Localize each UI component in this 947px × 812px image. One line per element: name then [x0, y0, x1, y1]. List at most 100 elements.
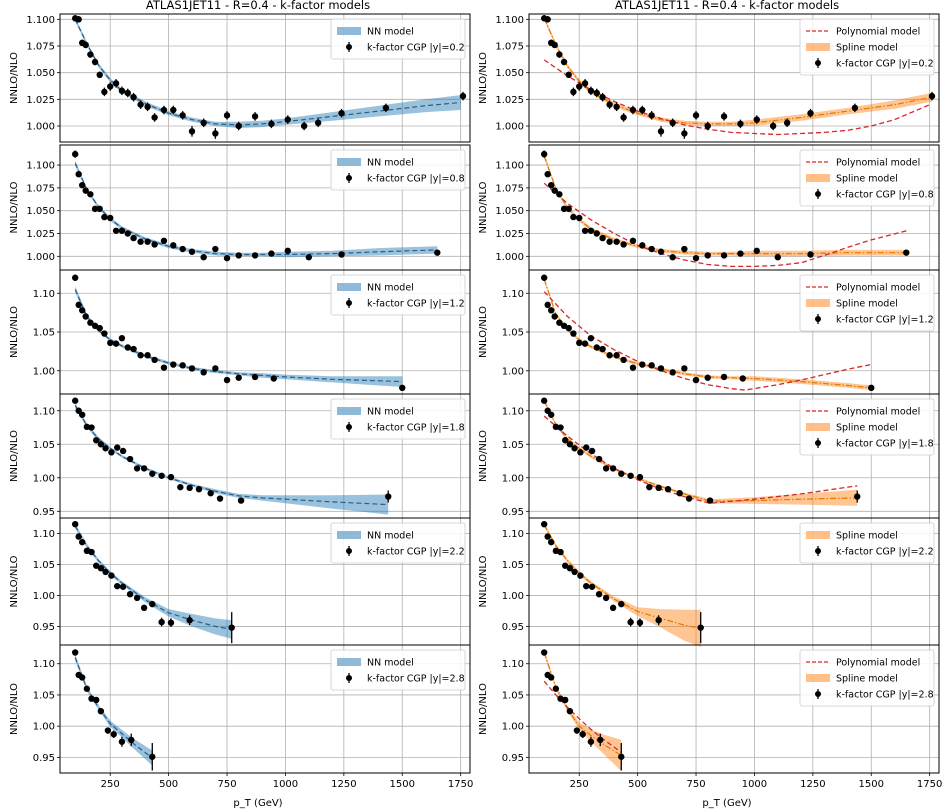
y-tick-label: 1.05: [502, 560, 524, 571]
data-point: [179, 245, 186, 253]
legend-label: Spline model: [836, 423, 898, 434]
data-point: [114, 582, 121, 590]
data-point: [737, 120, 744, 128]
data-point: [107, 339, 114, 347]
panel-4-nn: 0.95 1.00 1.05 1.10 NNLO/NLO NN model k-factor…: [9, 517, 471, 646]
data-point: [118, 335, 126, 342]
data-point: [101, 213, 108, 221]
y-axis-label: NNLO/NLO: [478, 52, 489, 104]
x-tick-label: 1000: [273, 779, 298, 790]
legend-point-swatch: [346, 300, 352, 306]
y-axis-label: NNLO/NLO: [9, 306, 20, 358]
y-tick-label: 1.00: [33, 473, 55, 484]
polynomial-model-line: [543, 59, 930, 136]
nn-uncertainty-band: [75, 654, 153, 766]
data-point: [609, 604, 617, 612]
y-axis-label: NNLO/NLO: [9, 683, 20, 735]
data-point: [200, 119, 207, 127]
legend: Polynomial model Spline model k-factor CGP…: [799, 18, 935, 76]
data-point: [119, 583, 127, 590]
data-point: [110, 731, 117, 738]
data-point: [599, 345, 606, 353]
data-point: [167, 473, 175, 481]
data-point: [237, 497, 245, 504]
spline-model-line: [543, 400, 858, 502]
data-point: [251, 252, 259, 259]
data-point: [114, 444, 121, 451]
data-point: [228, 624, 235, 631]
y-axis-label: NNLO/NLO: [478, 181, 489, 233]
data-point: [692, 254, 700, 262]
data-point: [151, 356, 158, 364]
data-point: [552, 423, 560, 431]
panel-5-spline: 0.95 1.00 1.05 1.10 NNLO/NLO 250 500 750 1000 125…: [478, 644, 942, 790]
data-point: [78, 411, 86, 418]
data-point: [167, 619, 175, 626]
data-point: [692, 376, 700, 384]
data-point: [570, 330, 577, 337]
y-tick-label: 1.000: [495, 252, 524, 263]
data-point: [149, 753, 156, 760]
data-point: [75, 170, 82, 178]
data-point: [126, 455, 134, 463]
data-point: [270, 375, 277, 382]
y-tick-label: 1.075: [26, 183, 55, 194]
panel-frame: [528, 13, 940, 143]
data-point: [547, 411, 555, 418]
panel-1-nn: 1.000 1.025 1.050 1.075 1.100 NNLO/NLO NN mode…: [9, 144, 471, 271]
data-point: [87, 191, 94, 198]
legend-label: k-factor CGP |y|=2.8: [367, 674, 465, 685]
data-point: [158, 472, 165, 479]
data-point: [620, 356, 627, 364]
data-point: [639, 106, 646, 114]
data-point: [685, 495, 693, 502]
legend-label: k-factor CGP |y|=0.8: [367, 174, 465, 185]
legend-box: [799, 398, 935, 456]
data-point: [544, 170, 551, 178]
y-tick-label: 0.95: [33, 507, 55, 518]
y-tick-label: 1.05: [502, 328, 524, 339]
legend-spline-swatch: [806, 299, 830, 307]
legend-box: [799, 522, 935, 564]
y-tick-label: 1.100: [26, 15, 55, 26]
data-point: [597, 736, 604, 744]
data-point: [566, 564, 574, 572]
data-point: [552, 685, 560, 692]
data-point: [636, 619, 644, 626]
y-axis-label: NNLO/NLO: [478, 306, 489, 358]
data-point: [88, 424, 95, 431]
data-point: [657, 365, 665, 372]
left-column-title: ATLAS1JET11 - R=0.4 - k-factor models: [146, 0, 370, 12]
data-point: [188, 128, 196, 135]
data-point: [251, 373, 259, 381]
legend-point-swatch: [815, 440, 821, 446]
data-point: [587, 87, 595, 95]
legend-nn-swatch: [337, 407, 361, 415]
y-tick-label: 0.95: [33, 622, 55, 633]
data-point: [160, 237, 168, 245]
data-point: [593, 89, 600, 97]
data-point: [551, 187, 558, 194]
data-point: [783, 119, 791, 127]
data-point: [774, 254, 782, 261]
data-point: [588, 447, 596, 455]
data-point: [573, 727, 581, 734]
data-point: [577, 449, 584, 456]
data-point: [284, 247, 291, 255]
data-point: [570, 213, 577, 221]
legend-box: [330, 149, 466, 191]
data-point: [595, 591, 603, 598]
data-point: [75, 301, 82, 309]
data-point: [706, 497, 714, 504]
data-point: [551, 313, 558, 320]
data-point: [78, 307, 86, 314]
data-point: [82, 313, 89, 320]
panel-2-nn: 1.00 1.05 1.10 NNLO/NLO NN model k-factor CGP…: [9, 269, 471, 395]
data-point: [613, 238, 620, 245]
legend-point-swatch: [815, 548, 821, 554]
data-point: [207, 490, 214, 497]
data-point: [235, 252, 242, 259]
nn-uncertainty-band: [75, 160, 438, 258]
legend-nn-swatch: [337, 531, 361, 539]
data-point: [71, 397, 79, 404]
